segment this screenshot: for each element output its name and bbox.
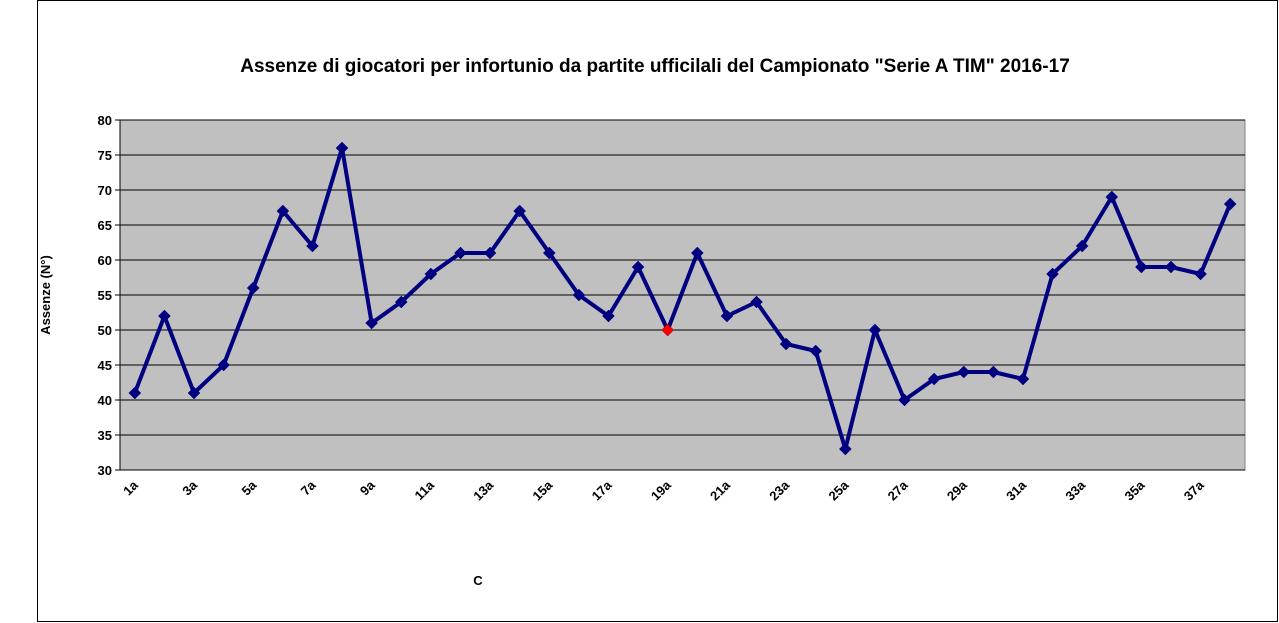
data-point	[1135, 260, 1148, 274]
data-point	[394, 295, 408, 309]
y-tick-label: 30	[98, 463, 112, 478]
data-point	[1223, 197, 1237, 211]
y-tick-label: 75	[98, 148, 112, 163]
y-tick-label: 70	[98, 183, 112, 198]
data-point	[542, 246, 556, 260]
data-point	[868, 323, 882, 337]
data-point	[631, 260, 645, 274]
data-point	[276, 204, 290, 218]
data-point	[335, 141, 349, 155]
y-tick-label: 80	[98, 113, 112, 128]
data-point	[128, 386, 142, 400]
data-point	[809, 344, 823, 358]
data-point	[572, 288, 586, 302]
data-point	[424, 267, 438, 281]
y-tick-label: 35	[98, 428, 112, 443]
y-tick-label: 40	[98, 393, 112, 408]
data-point	[779, 337, 793, 351]
data-point	[158, 309, 171, 323]
data-point	[1164, 260, 1178, 274]
x-axis-label: C	[473, 573, 483, 588]
data-point	[246, 281, 260, 295]
data-point	[1046, 267, 1059, 281]
y-tick-label: 55	[98, 288, 112, 303]
data-point	[187, 386, 201, 400]
y-tick-label: 50	[98, 323, 112, 338]
series-line	[132, 146, 1233, 451]
data-point	[513, 204, 527, 218]
data-point	[1194, 267, 1207, 281]
data-point	[661, 323, 675, 337]
data-point	[987, 365, 1000, 379]
data-point	[1075, 239, 1089, 253]
data-point	[838, 442, 852, 456]
data-point	[927, 372, 941, 386]
data-point	[957, 365, 971, 379]
data-point	[365, 316, 378, 330]
y-axis-label: Assenze (N°)	[38, 255, 53, 335]
data-point	[898, 393, 911, 407]
data-point	[1016, 372, 1030, 386]
chart-title: Assenze di giocatori per infortunio da p…	[240, 56, 1070, 77]
y-tick-label: 45	[98, 358, 112, 373]
data-point	[217, 358, 230, 372]
y-tick-label: 65	[98, 218, 112, 233]
data-point	[1105, 190, 1119, 204]
y-tick-label: 60	[98, 253, 112, 268]
data-point	[690, 246, 704, 260]
data-point	[454, 246, 467, 260]
data-point	[306, 239, 319, 253]
data-point	[720, 309, 734, 323]
data-point	[602, 309, 615, 323]
data-point	[483, 246, 497, 260]
data-point	[750, 295, 763, 309]
